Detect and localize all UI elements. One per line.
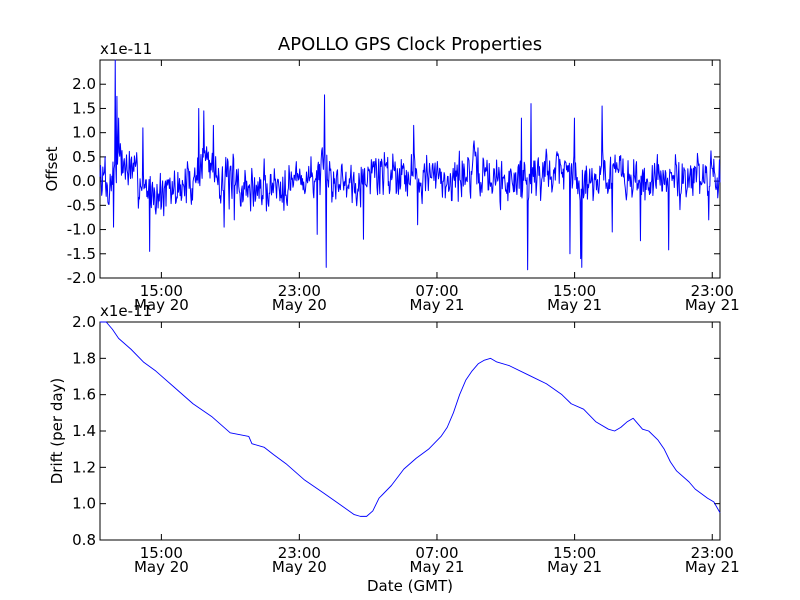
offset-ytick-label: -1.0 — [67, 221, 96, 239]
offset-xtick-time-label: 23:00 — [691, 282, 734, 300]
drift-xtick-time-label: 07:00 — [415, 544, 458, 562]
offset-xtick-time-label: 23:00 — [278, 282, 321, 300]
offset-line — [99, 59, 721, 271]
drift-scale-label: x1e-11 — [100, 302, 152, 320]
drift-ytick-label: 1.2 — [72, 458, 96, 476]
drift-ytick-label: 1.4 — [72, 422, 96, 440]
drift-line — [100, 321, 721, 517]
offset-ytick-label: 0.0 — [72, 172, 96, 190]
offset-ytick-label: 1.5 — [72, 99, 96, 117]
offset-xtick-time-label: 07:00 — [415, 282, 458, 300]
offset-xtick-date-label: May 21 — [685, 296, 740, 314]
drift-xtick-time-label: 15:00 — [140, 544, 183, 562]
offset-ytick-label: -2.0 — [67, 269, 96, 287]
offset-xtick-date-label: May 21 — [410, 296, 465, 314]
drift-series — [100, 321, 721, 517]
drift-xtick-time-label: 23:00 — [278, 544, 321, 562]
offset-ytick-label: -1.5 — [67, 245, 96, 263]
drift-ytick-label: 0.8 — [72, 531, 96, 549]
offset-ytick-label: -0.5 — [67, 196, 96, 214]
offset-ticks: 2.01.51.00.50.0-0.5-1.0-1.5-2.015:00May … — [67, 60, 740, 314]
offset-panel: x1e-11 Offset 2.0 1.5 1.0 0.5 0.0 -0.5 -1.0 -1.… — [43, 40, 740, 314]
offset-y-axis-label: Offset — [43, 146, 61, 191]
offset-scale-label: x1e-11 — [100, 40, 152, 58]
drift-ytick-label: 1.6 — [72, 386, 96, 404]
drift-x-axis-label: Date (GMT) — [367, 577, 453, 595]
offset-ytick-label: 2.0 — [72, 75, 96, 93]
drift-ytick-label: 1.8 — [72, 349, 96, 367]
drift-ytick-label: 2.0 — [72, 313, 96, 331]
offset-ytick-label: 0.5 — [72, 148, 96, 166]
drift-y-axis-label: Drift (per day) — [48, 378, 66, 485]
drift-xtick-date-label: May 21 — [547, 558, 602, 576]
drift-panel: x1e-11 Drift (per day) Date (GMT) 2.0 1.8… — [48, 302, 740, 595]
drift-xtick-time-label: 23:00 — [691, 544, 734, 562]
offset-series — [99, 59, 721, 271]
drift-xtick-date-label: May 21 — [685, 558, 740, 576]
offset-xtick-date-label: May 21 — [547, 296, 602, 314]
drift-xtick-time-label: 15:00 — [553, 544, 596, 562]
figure-title: APOLLO GPS Clock Properties — [278, 34, 542, 55]
drift-xtick-date-label: May 20 — [134, 558, 189, 576]
offset-xtick-time-label: 15:00 — [140, 282, 183, 300]
drift-ytick-label: 1.0 — [72, 495, 96, 513]
offset-ytick-label: 1.0 — [72, 124, 96, 142]
drift-xtick-date-label: May 21 — [410, 558, 465, 576]
drift-xtick-date-label: May 20 — [272, 558, 327, 576]
offset-xtick-time-label: 15:00 — [553, 282, 596, 300]
offset-xtick-date-label: May 20 — [134, 296, 189, 314]
offset-xtick-date-label: May 20 — [272, 296, 327, 314]
